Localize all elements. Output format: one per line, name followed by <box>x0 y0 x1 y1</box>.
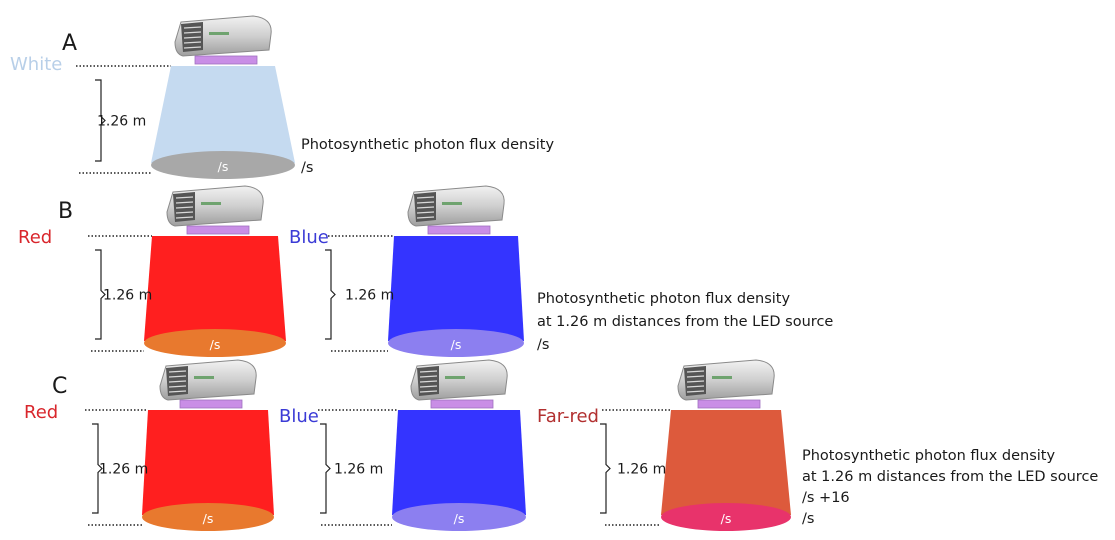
ppfd-value: /s <box>454 511 465 526</box>
distance-brace <box>95 249 106 340</box>
fixture-vent-slot <box>686 390 705 393</box>
light-cone <box>661 410 791 515</box>
led-fixture <box>159 359 257 409</box>
distance-label: 1.26 m <box>99 462 148 478</box>
ppfd-description-line: /s +16 <box>802 490 850 506</box>
light-base <box>392 503 526 531</box>
fixture-vent-slot <box>175 216 194 219</box>
fixture-vent-slot <box>686 375 705 378</box>
light-cone <box>392 410 526 515</box>
distance-brace <box>600 423 611 514</box>
light-label: Red <box>18 227 52 248</box>
fixture-logo <box>194 376 214 379</box>
ppfd-value: /s <box>210 337 221 352</box>
distance-label: 1.26 m <box>103 288 152 304</box>
distance-label: 1.26 m <box>345 288 394 304</box>
fixture-vent-slot <box>183 26 202 29</box>
fixture-vent-slot <box>686 370 705 373</box>
fixture-logo <box>712 376 732 379</box>
light-label: White <box>10 54 62 75</box>
distance-brace <box>325 249 336 340</box>
fixture-logo <box>201 202 221 205</box>
fixture-vent-slot <box>416 196 435 199</box>
ppfd-description-line: /s <box>301 160 313 176</box>
fixture-led-panel <box>194 55 258 65</box>
fixture-vent-slot <box>416 216 435 219</box>
fixture-vent-slot <box>416 206 435 209</box>
light-base <box>151 151 295 179</box>
led-fixture <box>410 359 508 409</box>
fixture-led-panel <box>186 225 250 235</box>
fixture-vent-slot <box>419 380 438 383</box>
fixture-led-panel <box>430 399 494 409</box>
distance-brace <box>92 423 103 514</box>
fixture-vent-slot <box>686 385 705 388</box>
fixture-vent-slot <box>183 36 202 39</box>
fixture-vent-slot <box>183 31 202 34</box>
panel-letter: B <box>58 199 73 224</box>
light-base <box>388 329 524 357</box>
light-cone <box>388 236 524 341</box>
ppfd-description-line: Photosynthetic photon flux density <box>301 137 554 153</box>
fixture-logo <box>442 202 462 205</box>
distance-label: 1.26 m <box>97 114 146 130</box>
ppfd-description-line: /s <box>537 337 549 353</box>
fixture-vent-slot <box>175 206 194 209</box>
fixture-vent-slot <box>686 380 705 383</box>
fixture-vent-slot <box>419 385 438 388</box>
ppfd-description-line: at 1.26 m distances from the LED source <box>802 469 1098 485</box>
fixture-logo <box>209 32 229 35</box>
fixture-vent-slot <box>183 46 202 49</box>
light-cone <box>142 410 274 515</box>
light-label: Red <box>24 402 58 423</box>
fixture-vent-slot <box>168 385 187 388</box>
fixture-vent-slot <box>168 375 187 378</box>
distance-brace <box>95 79 106 162</box>
fixture-vent-slot <box>175 211 194 214</box>
led-fixture <box>677 359 775 409</box>
distance-label: 1.26 m <box>617 462 666 478</box>
led-fixture <box>174 15 272 65</box>
fixture-led-panel <box>179 399 243 409</box>
ppfd-description-line: Photosynthetic photon flux density <box>537 291 790 307</box>
fixture-led-panel <box>697 399 761 409</box>
ppfd-description-line: Photosynthetic photon flux density <box>802 448 1055 464</box>
light-label: Far-red <box>537 406 599 427</box>
ppfd-value: /s <box>203 511 214 526</box>
fixture-vent-slot <box>416 201 435 204</box>
ppfd-description-line: /s <box>802 511 814 527</box>
light-base <box>142 503 274 531</box>
ppfd-value: /s <box>451 337 462 352</box>
light-cone <box>144 236 286 341</box>
light-base <box>661 503 791 531</box>
light-label: Blue <box>279 406 319 427</box>
fixture-led-panel <box>427 225 491 235</box>
light-cone <box>151 66 295 163</box>
panel-letter: A <box>62 31 77 56</box>
ppfd-description-line: at 1.26 m distances from the LED source <box>537 314 833 330</box>
ppfd-value: /s <box>218 159 229 174</box>
led-fixture <box>407 185 505 235</box>
fixture-vent-slot <box>175 201 194 204</box>
panel-letter: C <box>52 374 67 399</box>
fixture-vent-slot <box>183 41 202 44</box>
fixture-vent-slot <box>175 196 194 199</box>
fixture-vent-slot <box>168 380 187 383</box>
light-base <box>144 329 286 357</box>
fixture-vent-slot <box>168 370 187 373</box>
fixture-vent-slot <box>416 211 435 214</box>
distance-brace <box>320 423 331 514</box>
fixture-logo <box>445 376 465 379</box>
fixture-vent-slot <box>419 390 438 393</box>
fixture-vent-slot <box>168 390 187 393</box>
fixture-vent-slot <box>419 370 438 373</box>
light-label: Blue <box>289 227 329 248</box>
fixture-vent-slot <box>419 375 438 378</box>
led-fixture <box>166 185 264 235</box>
ppfd-value: /s <box>721 511 732 526</box>
distance-label: 1.26 m <box>334 462 383 478</box>
